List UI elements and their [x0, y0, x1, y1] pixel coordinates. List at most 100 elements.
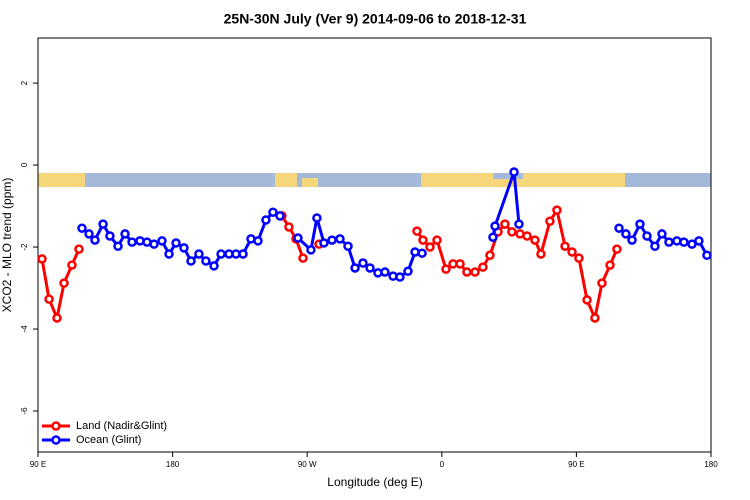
data-point	[514, 219, 524, 229]
data-point	[627, 235, 637, 245]
data-point	[284, 222, 294, 232]
data-point	[432, 235, 442, 245]
data-point	[319, 238, 329, 248]
data-point	[293, 233, 303, 243]
land-strip	[275, 173, 297, 187]
data-point	[650, 241, 660, 251]
data-point	[441, 264, 451, 274]
data-point	[621, 229, 631, 239]
data-point	[37, 254, 47, 264]
data-point	[67, 260, 77, 270]
data-point	[238, 249, 248, 259]
data-point	[403, 266, 413, 276]
data-point	[612, 244, 622, 254]
data-point	[164, 249, 174, 259]
data-point	[694, 236, 704, 246]
data-point	[179, 243, 189, 253]
data-point	[52, 313, 62, 323]
data-point	[417, 248, 427, 258]
land-strip	[421, 173, 625, 187]
data-point	[120, 229, 130, 239]
data-point	[395, 272, 405, 282]
y-tick-label: -2	[20, 243, 29, 251]
data-point	[455, 259, 465, 269]
data-point	[488, 232, 498, 242]
x-tick-label: 90 E	[568, 460, 584, 469]
data-point	[350, 263, 360, 273]
data-point	[552, 205, 562, 215]
data-point	[171, 238, 181, 248]
land-strip	[38, 173, 85, 187]
land-ocean-strip	[38, 173, 711, 187]
data-point	[380, 267, 390, 277]
land-strip	[302, 178, 318, 187]
data-point	[507, 227, 517, 237]
data-point	[509, 167, 519, 177]
data-point	[98, 219, 108, 229]
data-point	[149, 239, 159, 249]
data-point	[261, 215, 271, 225]
data-point	[253, 236, 263, 246]
data-point	[500, 219, 510, 229]
data-point	[44, 294, 54, 304]
data-point	[597, 278, 607, 288]
x-tick-label: 90 W	[298, 460, 317, 469]
data-point	[679, 237, 689, 247]
data-point	[105, 231, 115, 241]
y-tick-label: -6	[20, 407, 29, 415]
data-point	[327, 235, 337, 245]
data-point	[216, 249, 226, 259]
data-point	[335, 234, 345, 244]
ocean-strip	[493, 173, 523, 179]
data-point	[84, 229, 94, 239]
data-point	[186, 256, 196, 266]
legend-marker	[51, 421, 61, 431]
data-point	[412, 226, 422, 236]
data-point	[560, 241, 570, 251]
data-point	[702, 250, 712, 260]
legend-label: Ocean (Glint)	[76, 434, 141, 446]
data-point	[567, 247, 577, 257]
data-point	[664, 237, 674, 247]
x-tick-label: 180	[166, 460, 180, 469]
x-tick-label: 90 E	[30, 460, 46, 469]
y-tick-label: -4	[20, 325, 29, 333]
data-point	[605, 260, 615, 270]
data-point	[642, 231, 652, 241]
data-point	[418, 235, 428, 245]
plot-frame	[37, 37, 712, 453]
data-point	[59, 278, 69, 288]
data-point	[545, 216, 555, 226]
data-point	[127, 237, 137, 247]
data-point	[490, 221, 500, 231]
data-point	[425, 242, 435, 252]
data-point	[209, 261, 219, 271]
data-point	[478, 262, 488, 272]
data-point	[90, 235, 100, 245]
data-point	[306, 245, 316, 255]
data-point	[530, 235, 540, 245]
legend-label: Land (Nadir&Glint)	[76, 420, 167, 432]
chart-title: 25N-30N July (Ver 9) 2014-09-06 to 2018-…	[224, 11, 527, 27]
legend-marker	[51, 435, 61, 445]
data-point	[522, 231, 532, 241]
data-point	[614, 223, 624, 233]
data-point	[536, 249, 546, 259]
data-point	[201, 256, 211, 266]
data-point	[275, 211, 285, 221]
x-tick-label: 180	[704, 460, 718, 469]
data-point	[113, 241, 123, 251]
data-point	[582, 295, 592, 305]
y-tick-label: 0	[20, 162, 29, 167]
data-point	[74, 244, 84, 254]
x-tick-label: 0	[440, 460, 445, 469]
data-point	[590, 313, 600, 323]
data-point	[298, 253, 308, 263]
legend: Land (Nadir&Glint) Ocean (Glint)	[42, 420, 167, 446]
data-point	[485, 250, 495, 260]
data-point	[574, 253, 584, 263]
y-axis-label: XCO2 - MLO trend (ppm)	[0, 178, 14, 313]
x-axis-label: Longitude (deg E)	[327, 475, 422, 489]
